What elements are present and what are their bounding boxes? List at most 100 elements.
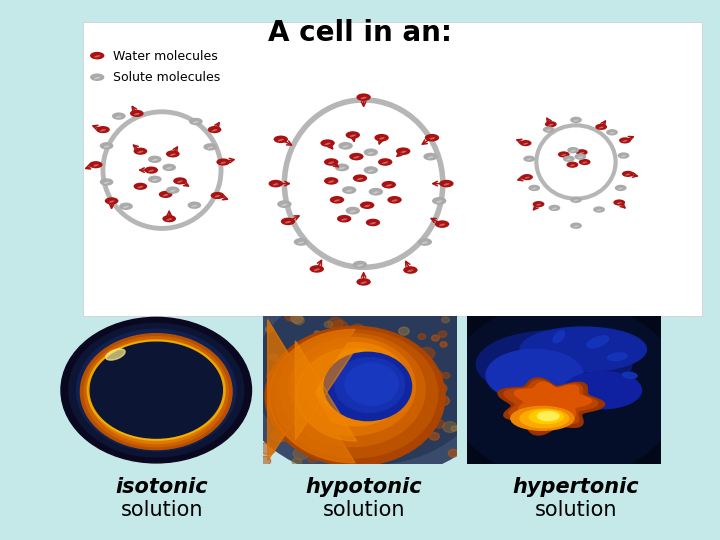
Ellipse shape: [89, 161, 103, 168]
Ellipse shape: [582, 161, 588, 164]
Ellipse shape: [357, 178, 363, 180]
Circle shape: [122, 363, 190, 415]
Circle shape: [431, 335, 439, 341]
Circle shape: [395, 339, 408, 349]
Ellipse shape: [100, 129, 106, 131]
Polygon shape: [515, 382, 591, 423]
Ellipse shape: [566, 158, 572, 160]
Ellipse shape: [570, 117, 582, 123]
Ellipse shape: [528, 185, 540, 191]
Ellipse shape: [212, 129, 217, 131]
Ellipse shape: [618, 152, 629, 159]
Circle shape: [317, 411, 330, 421]
Ellipse shape: [337, 215, 351, 222]
Circle shape: [343, 426, 360, 438]
Circle shape: [100, 350, 209, 433]
Ellipse shape: [423, 153, 438, 160]
FancyBboxPatch shape: [83, 22, 702, 316]
Circle shape: [269, 354, 278, 360]
Polygon shape: [498, 378, 605, 435]
Ellipse shape: [428, 156, 433, 159]
Circle shape: [397, 348, 406, 355]
Polygon shape: [90, 342, 222, 438]
Circle shape: [418, 334, 426, 340]
Ellipse shape: [366, 219, 380, 226]
Ellipse shape: [570, 164, 575, 166]
Ellipse shape: [152, 179, 158, 181]
Ellipse shape: [162, 215, 176, 222]
Circle shape: [81, 334, 232, 449]
Circle shape: [305, 415, 320, 426]
Circle shape: [92, 342, 220, 441]
Ellipse shape: [273, 183, 279, 186]
Ellipse shape: [335, 357, 405, 413]
Ellipse shape: [216, 158, 230, 166]
Circle shape: [437, 396, 449, 406]
Ellipse shape: [325, 143, 330, 145]
Ellipse shape: [373, 191, 379, 194]
Circle shape: [443, 422, 457, 433]
Ellipse shape: [613, 199, 625, 206]
Ellipse shape: [520, 409, 569, 428]
Ellipse shape: [328, 161, 334, 164]
Ellipse shape: [622, 171, 634, 177]
Ellipse shape: [545, 121, 557, 127]
Ellipse shape: [364, 166, 378, 174]
Text: hypotonic: hypotonic: [305, 477, 422, 497]
Circle shape: [415, 416, 424, 422]
Ellipse shape: [510, 407, 574, 430]
Ellipse shape: [339, 167, 345, 170]
Ellipse shape: [350, 134, 356, 137]
Ellipse shape: [104, 145, 109, 148]
Circle shape: [330, 424, 340, 433]
Ellipse shape: [553, 330, 564, 343]
Ellipse shape: [435, 220, 449, 228]
Ellipse shape: [324, 177, 338, 185]
Ellipse shape: [166, 167, 172, 170]
Ellipse shape: [269, 180, 283, 187]
Ellipse shape: [477, 330, 632, 397]
Ellipse shape: [189, 118, 203, 125]
Ellipse shape: [408, 269, 413, 272]
Circle shape: [433, 370, 443, 378]
Ellipse shape: [116, 116, 122, 118]
Ellipse shape: [577, 156, 583, 158]
Ellipse shape: [334, 199, 340, 202]
Circle shape: [104, 353, 205, 430]
Ellipse shape: [552, 207, 557, 210]
Ellipse shape: [281, 218, 295, 225]
Ellipse shape: [418, 238, 432, 246]
Polygon shape: [295, 341, 356, 441]
Ellipse shape: [341, 218, 347, 221]
Ellipse shape: [593, 206, 605, 213]
Ellipse shape: [615, 185, 626, 191]
Ellipse shape: [523, 156, 535, 162]
Ellipse shape: [548, 124, 554, 126]
Ellipse shape: [123, 206, 129, 208]
Circle shape: [84, 337, 228, 447]
Ellipse shape: [520, 327, 647, 372]
Ellipse shape: [392, 199, 397, 202]
Ellipse shape: [364, 205, 370, 207]
Ellipse shape: [616, 202, 622, 204]
Ellipse shape: [338, 142, 353, 150]
Ellipse shape: [439, 224, 445, 226]
Ellipse shape: [315, 349, 401, 416]
Circle shape: [253, 286, 487, 464]
Ellipse shape: [298, 241, 304, 244]
Circle shape: [139, 375, 174, 402]
Circle shape: [312, 379, 320, 384]
Ellipse shape: [429, 137, 435, 140]
Ellipse shape: [549, 205, 560, 211]
Circle shape: [440, 342, 447, 347]
Ellipse shape: [546, 129, 552, 131]
Ellipse shape: [596, 209, 602, 211]
Text: Water molecules: Water molecules: [113, 50, 217, 63]
Ellipse shape: [625, 173, 631, 176]
Ellipse shape: [382, 161, 388, 164]
Circle shape: [371, 452, 385, 463]
Ellipse shape: [220, 161, 226, 164]
Circle shape: [451, 426, 458, 431]
Ellipse shape: [364, 148, 378, 156]
Circle shape: [96, 346, 217, 437]
